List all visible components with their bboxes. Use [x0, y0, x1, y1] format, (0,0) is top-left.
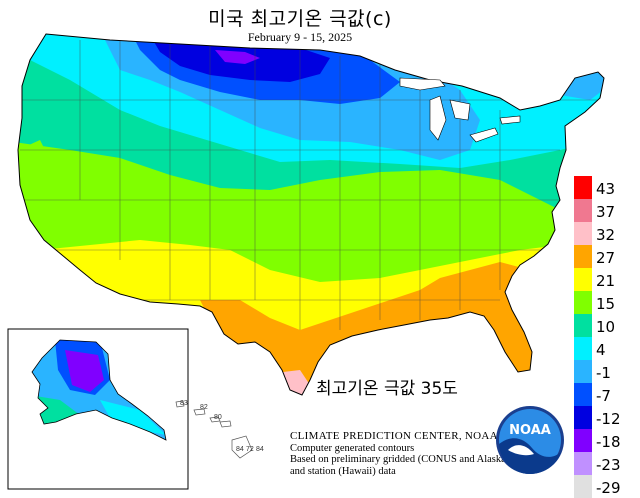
hawaii-station-label: 83: [180, 400, 188, 407]
legend-swatch: [574, 337, 592, 360]
legend-item: 10: [574, 314, 636, 337]
legend-swatch: [574, 245, 592, 268]
noaa-logo-text: NOAA: [509, 423, 551, 438]
legend-swatch: [574, 268, 592, 291]
legend-label: 21: [596, 272, 616, 290]
hawaii-station-label: 84: [236, 446, 244, 453]
legend-swatch: [574, 383, 592, 406]
legend-swatch: [574, 406, 592, 429]
map-title: 미국 최고기온 극값(c): [208, 8, 392, 30]
legend: 43 37 32 27 21 15 10 4 -1 -7 -12 -18 -23…: [574, 176, 636, 498]
legend-item: -18: [574, 429, 636, 452]
credit-line-4: and station (Hawaii) data: [290, 465, 396, 477]
legend-item: 37: [574, 199, 636, 222]
map-subtitle: February 9 - 15, 2025: [247, 30, 353, 44]
legend-label: -23: [596, 456, 621, 474]
legend-item: -23: [574, 452, 636, 475]
legend-label: 10: [596, 318, 616, 336]
legend-label: 43: [596, 180, 616, 198]
legend-label: -1: [596, 364, 611, 382]
legend-swatch: [574, 314, 592, 337]
hawaii-station-label: 82: [200, 404, 208, 411]
legend-item: -7: [574, 383, 636, 406]
legend-item: -1: [574, 360, 636, 383]
legend-label: 37: [596, 203, 616, 221]
legend-item: 21: [574, 268, 636, 291]
legend-swatch: [574, 429, 592, 452]
hawaii-inset: [175, 400, 253, 459]
alaska-inset: [7, 328, 189, 490]
hawaii-station-label: 72: [246, 446, 254, 453]
legend-label: -29: [596, 479, 621, 497]
legend-label: 27: [596, 249, 616, 267]
legend-item: -12: [574, 406, 636, 429]
legend-swatch: [574, 291, 592, 314]
legend-item: 32: [574, 222, 636, 245]
annotation-text: 최고기온 극값 35도: [316, 379, 458, 399]
legend-swatch: [574, 360, 592, 383]
legend-swatch: [574, 452, 592, 475]
legend-item: -29: [574, 475, 636, 498]
legend-item: 4: [574, 337, 636, 360]
legend-swatch: [574, 176, 592, 199]
legend-swatch: [574, 475, 592, 498]
legend-label: -12: [596, 410, 621, 428]
legend-swatch: [574, 222, 592, 245]
credit-line-1: CLIMATE PREDICTION CENTER, NOAA: [290, 430, 498, 442]
hawaii-station-label: 84: [256, 446, 264, 453]
credit-line-3: Based on preliminary gridded (CONUS and …: [290, 454, 510, 465]
hawaii-station-label: 80: [214, 414, 222, 421]
legend-item: 15: [574, 291, 636, 314]
legend-label: 32: [596, 226, 616, 244]
noaa-logo-icon: NOAA: [496, 406, 564, 474]
credit-line-2: Computer generated contours: [290, 442, 415, 454]
legend-label: 4: [596, 341, 606, 359]
legend-label: -7: [596, 387, 611, 405]
credits-block: CLIMATE PREDICTION CENTER, NOAA Computer…: [290, 430, 510, 477]
legend-label: 15: [596, 295, 616, 313]
legend-label: -18: [596, 433, 621, 451]
legend-item: 27: [574, 245, 636, 268]
legend-item: 43: [574, 176, 636, 199]
legend-swatch: [574, 199, 592, 222]
